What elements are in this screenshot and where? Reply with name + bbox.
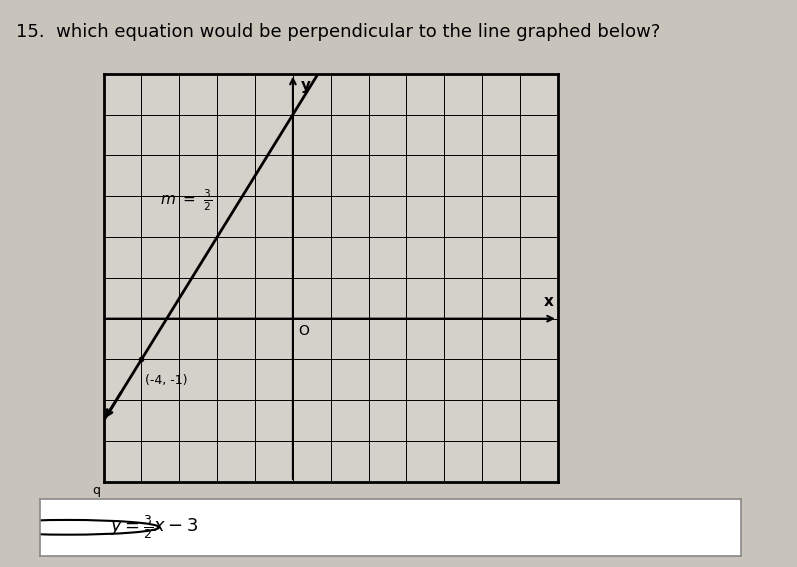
Text: x: x [544,294,554,310]
Text: (-4, -1): (-4, -1) [145,374,188,387]
Text: $m\ =\ \frac{3}{2}$: $m\ =\ \frac{3}{2}$ [160,187,213,213]
Text: q: q [92,484,100,497]
Text: 15.  which equation would be perpendicular to the line graphed below?: 15. which equation would be perpendicula… [16,23,661,41]
Text: O: O [299,324,309,338]
Text: y: y [300,78,311,93]
Text: $y = \frac{3}{2}x - 3$: $y = \frac{3}{2}x - 3$ [110,513,198,541]
